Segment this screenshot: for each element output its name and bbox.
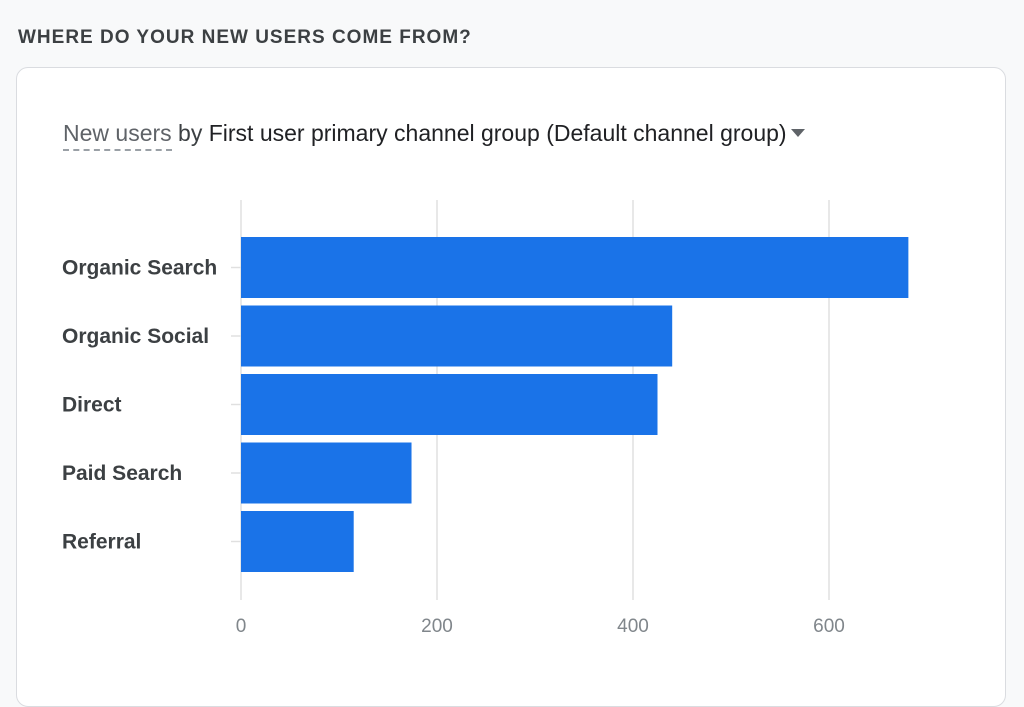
bar[interactable] [241, 237, 909, 298]
by-label: by [178, 120, 203, 146]
x-tick-label: 0 [236, 616, 247, 637]
section-title: WHERE DO YOUR NEW USERS COME FROM? [18, 27, 472, 48]
caret-down-icon[interactable] [790, 128, 805, 137]
bar-chart: 0 200 400 600 Organic Search Organic Social Di… [62, 200, 909, 637]
bar[interactable] [241, 305, 673, 367]
category-label: Organic Search [62, 257, 217, 280]
category-label: Referral [62, 531, 141, 554]
bar[interactable] [241, 511, 354, 572]
category-label: Paid Search [62, 462, 182, 485]
x-tick-label: 600 [813, 616, 845, 637]
card-header: New users by First user primary channel … [63, 120, 805, 151]
x-tick-label: 400 [617, 616, 649, 637]
category-label: Organic Social [62, 325, 209, 348]
category-label: Direct [62, 394, 122, 417]
bar[interactable] [241, 374, 658, 435]
metric-selector[interactable]: New users [63, 120, 172, 151]
bar[interactable] [241, 442, 412, 504]
x-tick-label: 200 [421, 616, 453, 637]
dimension-selector[interactable]: First user primary channel group (Defaul… [208, 120, 787, 146]
